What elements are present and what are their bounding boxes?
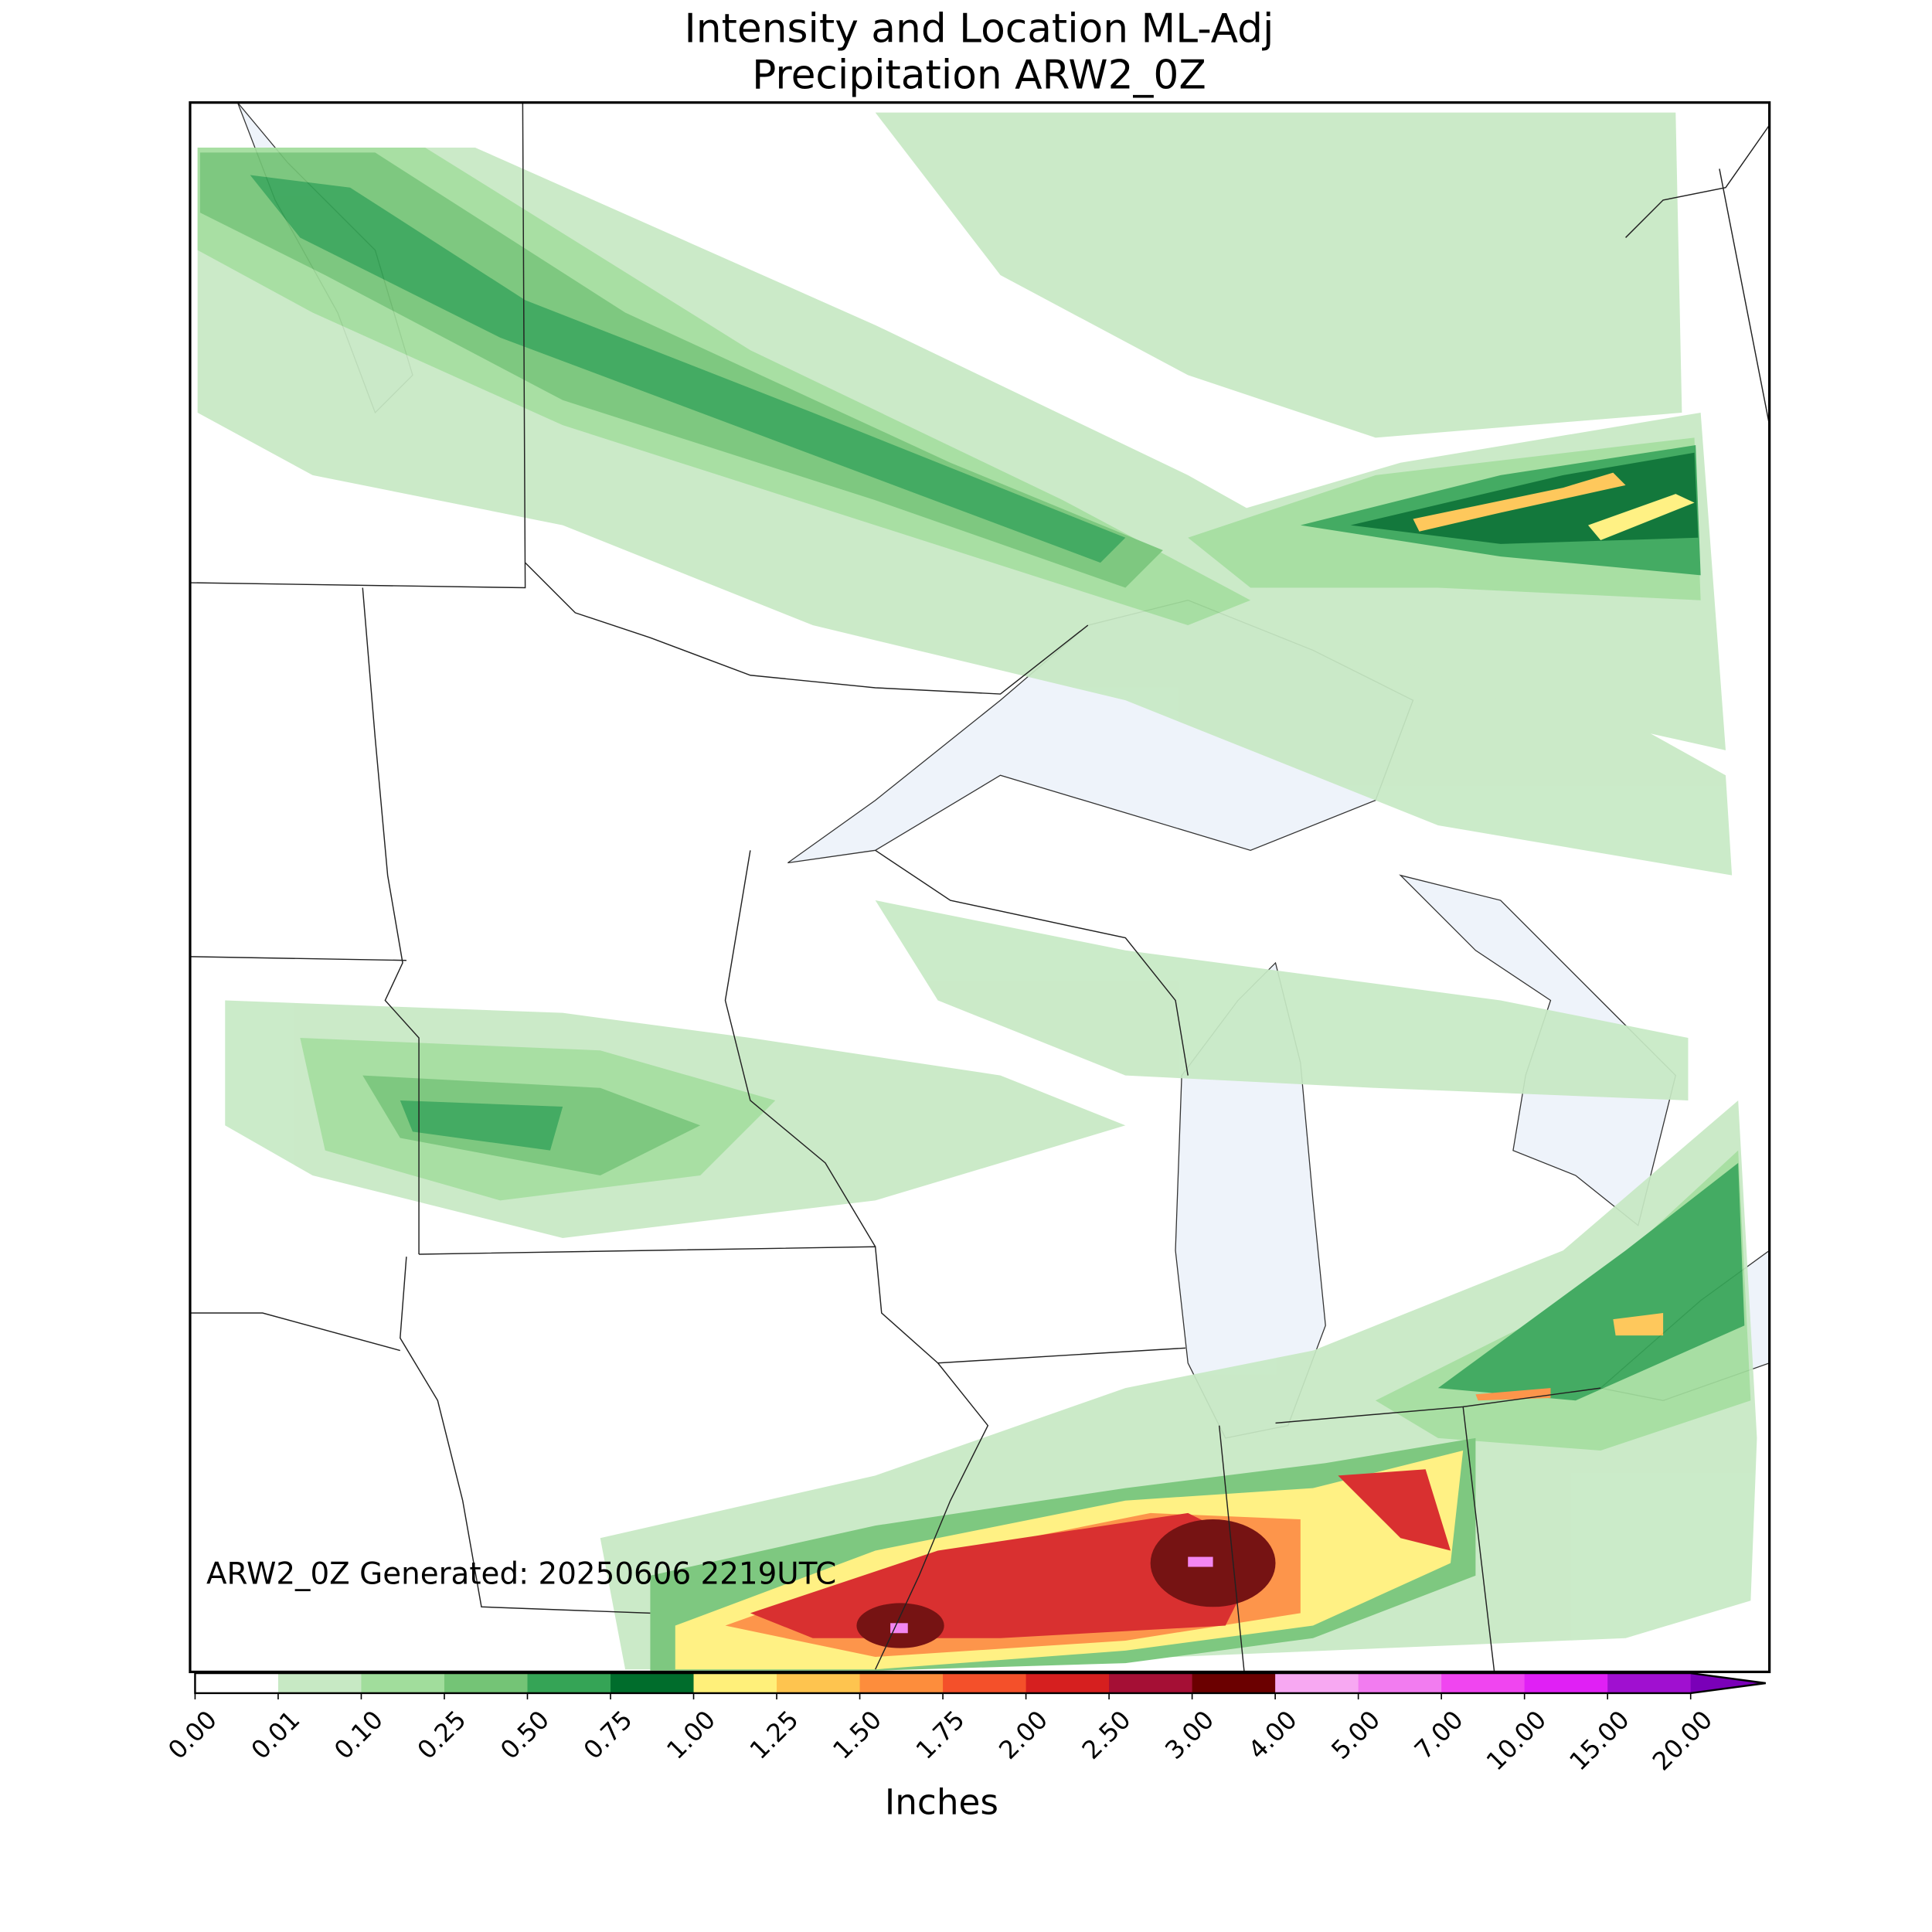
colorbar-tick-label: 1.75 (910, 1705, 971, 1765)
borders (189, 102, 1770, 1672)
precip-field (197, 112, 1757, 1671)
colorbar-segment (277, 1673, 362, 1693)
colorbar-segment (527, 1673, 611, 1693)
colorbar-segment (1607, 1673, 1692, 1693)
colorbar-tick-label: 2.50 (1077, 1705, 1137, 1765)
map (189, 102, 1770, 1672)
colorbar-segment (1358, 1673, 1442, 1693)
colorbar-outline (194, 1672, 1766, 1695)
subtitle: Precipitation ARW2_0Z (752, 52, 1206, 98)
colorbar-tick-label: 4.00 (1243, 1705, 1303, 1765)
colorbar-segment (943, 1673, 1027, 1693)
map-frame (189, 101, 1771, 1674)
colorbar-tick-label: 7.00 (1409, 1705, 1469, 1765)
colorbar-tick-label: 0.01 (246, 1705, 306, 1765)
colorbar-tick-label: 2.00 (993, 1705, 1053, 1765)
colorbar-tick-label: 15.00 (1563, 1705, 1634, 1776)
colorbar-tick-label: 0.10 (328, 1705, 389, 1765)
annotation: ARW2_0Z Generated: 20250606 2219UTC (206, 1556, 836, 1591)
colorbar-tick-label: 1.50 (827, 1705, 887, 1765)
colorbar-tick-label: 0.75 (578, 1705, 638, 1765)
title: Intensity and Location ML-Adj (685, 5, 1274, 52)
colorbar-segment (444, 1673, 528, 1693)
colorbar-segment (859, 1673, 944, 1693)
colorbar-tick-label: 0.50 (495, 1705, 555, 1765)
colorbar-segment (777, 1673, 861, 1693)
colorbar-segment (1026, 1673, 1110, 1693)
colorbar-extension (1690, 1673, 1766, 1693)
colorbar-segment (361, 1673, 445, 1693)
colorbar-segment (1524, 1673, 1608, 1693)
colorbar-segment (693, 1673, 777, 1693)
colorbar-tick-label: 0.25 (412, 1705, 472, 1765)
colorbar-tick-label: 0.00 (162, 1705, 223, 1765)
colorbar-segment (1109, 1673, 1193, 1693)
colorbar-segment (611, 1673, 695, 1693)
colorbar-segment (1441, 1673, 1526, 1693)
colorbar: 0.00 0.01 0.10 0.25 0.50 0.75 1.00 1.25 1.50 1.75… (162, 1672, 1766, 1776)
colorbar-tick-label: 5.00 (1325, 1705, 1386, 1765)
colorbar-segment (195, 1673, 279, 1693)
colorbar-tick-label: 1.00 (661, 1705, 721, 1765)
colorbar-segment (1275, 1673, 1359, 1693)
colorbar-tick-label: 1.25 (744, 1705, 804, 1765)
colorbar-tick-label: 10.00 (1481, 1705, 1552, 1776)
colorbar-segment (1192, 1673, 1276, 1693)
colorbar-tick-label: 3.00 (1159, 1705, 1219, 1765)
colorbar-label: Inches (885, 1781, 998, 1822)
colorbar-tick-label: 20.00 (1647, 1705, 1718, 1776)
